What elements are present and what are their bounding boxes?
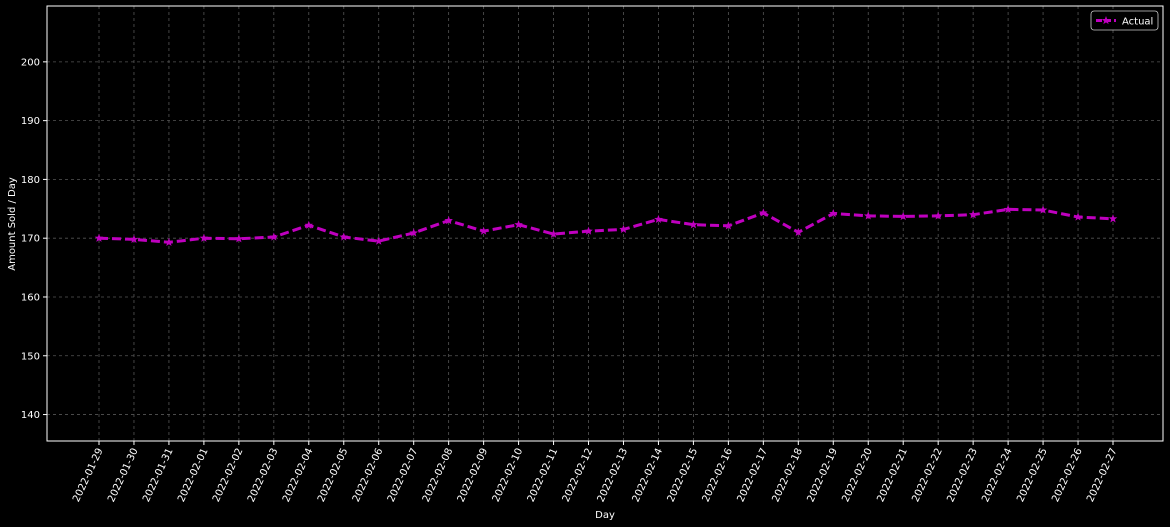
y-tick-label: 140 bbox=[21, 410, 40, 421]
y-tick-label: 160 bbox=[21, 292, 40, 303]
data-point-marker bbox=[339, 232, 349, 241]
data-point-marker bbox=[968, 210, 978, 219]
y-tick-label: 150 bbox=[21, 351, 40, 362]
data-point-marker bbox=[304, 220, 314, 229]
data-point-marker bbox=[129, 234, 139, 244]
series-layer bbox=[94, 204, 1118, 246]
data-point-marker bbox=[933, 211, 943, 220]
data-point-marker bbox=[829, 209, 838, 218]
series-line-actual bbox=[98, 207, 1114, 244]
data-point-marker bbox=[549, 229, 558, 238]
data-point-marker bbox=[409, 228, 418, 237]
data-point-marker bbox=[199, 233, 209, 242]
data-point-marker bbox=[269, 232, 279, 241]
y-axis-label: Amount Sold / Day bbox=[7, 177, 18, 271]
data-point-marker bbox=[1073, 212, 1083, 221]
legend-star-marker bbox=[1101, 16, 1111, 25]
data-point-marker bbox=[234, 234, 244, 243]
data-point-marker bbox=[898, 211, 908, 221]
data-point-marker bbox=[863, 211, 873, 220]
data-point-marker bbox=[444, 216, 453, 225]
axes-frame bbox=[46, 5, 1164, 442]
data-point-marker bbox=[759, 208, 768, 217]
y-tick-label: 170 bbox=[21, 234, 40, 245]
data-point-marker bbox=[94, 233, 104, 242]
data-point-marker bbox=[514, 220, 523, 229]
data-point-marker bbox=[584, 226, 593, 235]
data-point-marker bbox=[1038, 205, 1048, 214]
legend-box bbox=[1090, 10, 1159, 31]
data-point-marker bbox=[689, 220, 698, 229]
legend: Actual bbox=[1090, 10, 1159, 31]
y-tick-label: 190 bbox=[21, 116, 40, 127]
data-point-marker bbox=[164, 237, 174, 246]
data-point-marker bbox=[1108, 214, 1118, 223]
data-point-marker bbox=[654, 214, 663, 224]
data-point-marker bbox=[619, 224, 628, 234]
y-axis: 140 150 160 170 180 190 200 bbox=[21, 57, 47, 421]
data-point-marker bbox=[1003, 204, 1013, 214]
y-tick-label: 200 bbox=[21, 57, 40, 68]
data-point-marker bbox=[794, 227, 803, 236]
data-point-marker bbox=[374, 236, 383, 245]
grid bbox=[47, 6, 1163, 441]
data-point-marker bbox=[724, 221, 733, 230]
x-axis-label: Day bbox=[595, 510, 615, 521]
y-tick-label: 180 bbox=[21, 175, 40, 186]
legend-label-actual: Actual bbox=[1122, 17, 1153, 28]
data-point-marker bbox=[479, 226, 488, 235]
